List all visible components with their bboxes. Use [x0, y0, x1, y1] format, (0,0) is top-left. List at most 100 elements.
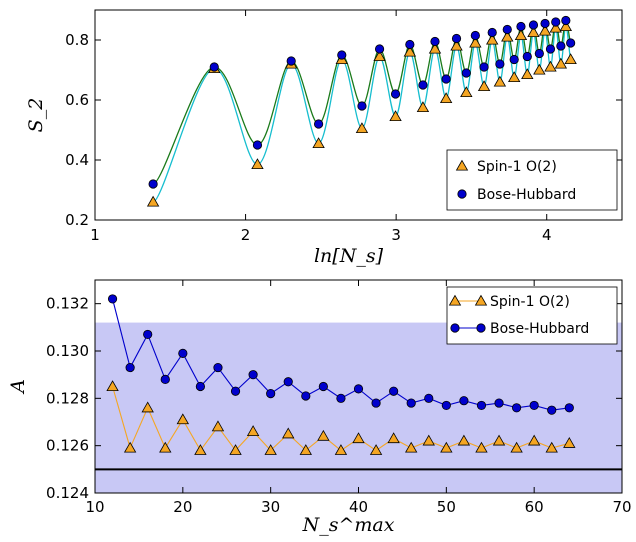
legend-spin1-label: Spin-1 O(2) — [477, 159, 557, 175]
spin1-point — [282, 427, 295, 439]
spin1-point — [533, 63, 546, 75]
y-tick-label: 0.132 — [46, 295, 89, 313]
bose-hubbard-point — [337, 50, 347, 60]
bose-hubbard-point — [547, 405, 557, 415]
bose-hubbard-point — [178, 348, 188, 358]
top-panel-s2-vs-lnns: 1 2 3 4 0.2 0.4 0.6 0.8 ln[N_s] S_2 Spin-1 O(2) Bos… — [25, 9, 623, 267]
spin1-point — [559, 20, 573, 32]
spin1-point — [334, 444, 348, 455]
spin1-point — [538, 24, 552, 36]
bose-hubbard-point — [566, 38, 576, 48]
bose-hubbard-point — [357, 101, 367, 111]
bose-hubbard-point — [509, 54, 519, 65]
bose-hubbard-point — [418, 80, 428, 90]
bose-hubbard-point — [266, 388, 276, 399]
bose-hubbard-point — [459, 396, 469, 406]
spin1-point — [211, 420, 225, 432]
spin1-point — [299, 444, 312, 455]
bose-hubbard-point — [353, 384, 364, 394]
legend-bose-hubbard-label: Bose-Hubbard — [490, 321, 589, 337]
spin1-point — [501, 30, 514, 42]
spin1-point — [564, 53, 577, 65]
legend-box — [446, 286, 618, 345]
y-tick-label: 0.128 — [46, 389, 89, 407]
bose-hubbard-point — [441, 400, 451, 411]
spin1-point — [194, 444, 207, 455]
x-tick-label: 50 — [437, 498, 456, 516]
spin1-point — [159, 441, 172, 453]
spin1-point — [246, 425, 260, 436]
legend-bose-hubbard-marker — [450, 323, 460, 333]
spin1-point — [508, 71, 521, 83]
bose-hubbard-point — [406, 398, 416, 408]
x-axis-label: N_s^max — [302, 514, 395, 536]
bose-hubbard-point — [313, 119, 324, 129]
y-tick-label: 0.6 — [65, 91, 89, 109]
bottom-panel-a-vs-nsmax: 10 20 30 40 50 60 70 0.124 0.126 0.128 0.130 0.132 N… — [7, 279, 632, 536]
y-tick-label: 0.130 — [46, 342, 89, 360]
spin1-point — [389, 110, 402, 122]
spin1-point — [554, 57, 568, 69]
bose-hubbard-point — [534, 48, 544, 59]
bose-hubbard-point — [252, 140, 263, 150]
bose-hubbard-point — [405, 39, 415, 50]
bose-hubbard-line-series — [107, 294, 574, 415]
legend-spin1-label: Spin-1 O(2) — [490, 294, 570, 310]
bottom-legend: Spin-1 O(2) Bose-Hubbard — [446, 286, 618, 345]
bose-hubbard-point — [148, 179, 158, 189]
x-tick-label: 1 — [90, 226, 100, 244]
y-tick-label: 0.2 — [65, 211, 89, 229]
spin1-point — [475, 441, 488, 453]
bose-hubbard-point — [374, 44, 385, 54]
bose-hubbard-point — [283, 377, 293, 387]
bose-hubbard-point — [511, 403, 522, 413]
x-tick-label: 70 — [612, 498, 631, 516]
spin1-point — [264, 444, 277, 455]
spin1-point — [510, 441, 523, 453]
bose-hubbard-point — [545, 44, 556, 54]
x-tick-label: 20 — [173, 498, 192, 516]
bose-hubbard-point — [230, 386, 241, 396]
bose-hubbard-point — [540, 18, 550, 29]
bose-hubbard-point — [516, 21, 526, 32]
legend-spin1-marker — [448, 294, 462, 306]
spin1-point — [416, 101, 430, 113]
spin1-point — [373, 50, 386, 62]
legend-box — [446, 149, 618, 211]
bose-hubbard-point — [487, 27, 497, 38]
spin1-point — [527, 26, 540, 38]
spin1-point — [312, 137, 325, 149]
bose-hubbard-point — [424, 393, 434, 403]
bose-hubbard-point — [556, 41, 566, 51]
bose-hubbard-point — [389, 386, 399, 396]
x-tick-label: 2 — [241, 226, 251, 244]
spin1-line-series — [106, 380, 576, 455]
legend-spin1-marker — [455, 159, 469, 171]
bose-hubbard-point — [336, 393, 346, 403]
bose-hubbard-point — [390, 89, 401, 99]
spin1-point — [521, 68, 534, 80]
bose-hubbard-point — [561, 15, 571, 26]
spin1-point — [387, 432, 400, 444]
spin1-point — [229, 444, 242, 455]
spin1-point — [141, 401, 154, 413]
spin1-point — [549, 21, 562, 33]
bose-hubbard-point — [209, 62, 219, 72]
y-axis-label: A — [7, 379, 29, 395]
bose-hubbard-point — [107, 294, 118, 304]
x-tick-label: 60 — [525, 498, 544, 516]
spin1-point — [405, 441, 418, 453]
y-tick-label: 0.126 — [46, 437, 89, 455]
spin1-point — [422, 434, 435, 446]
bose-hubbard-point — [470, 30, 480, 41]
spin1-point — [106, 380, 119, 392]
bose-hubbard-point — [476, 400, 487, 411]
spin1-point — [317, 429, 330, 441]
bose-hubbard-point — [522, 51, 532, 62]
bose-hubbard-point — [248, 370, 258, 380]
bose-hubbard-point — [494, 398, 504, 408]
spin1-point — [146, 195, 160, 207]
bose-hubbard-point — [495, 59, 505, 69]
bose-hubbard-point — [195, 381, 205, 392]
